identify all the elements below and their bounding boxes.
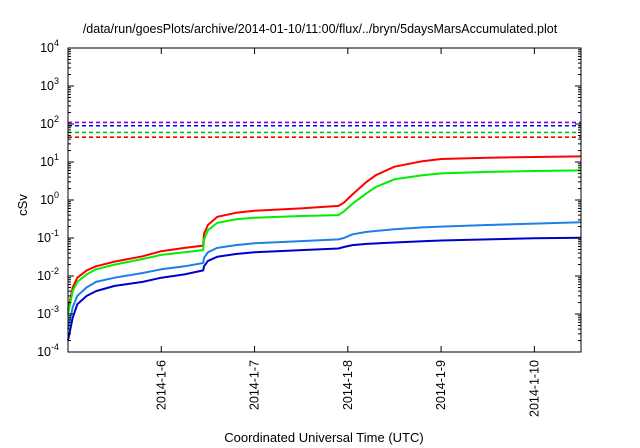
y-tick-label: 10-1 [37,228,59,245]
y-tick-labels: 10-4 10-3 10-2 10-1 100 101 102 103 104 [37,38,59,359]
series-line-1 [67,169,582,315]
chart-title: /data/run/goesPlots/archive/2014-01-10/1… [83,22,558,36]
y-axis-label: cSv [15,194,30,216]
axis-ticks [68,47,581,353]
x-tick-label: 2014-1-9 [434,360,448,410]
x-tick-label: 2014-1-8 [341,360,355,410]
y-tick-label: 10-3 [37,304,59,321]
series-line-3 [67,236,582,341]
series-line-0 [67,155,582,312]
x-axis-label: Coordinated Universal Time (UTC) [224,430,423,445]
x-tick-label: 2014-1-7 [248,360,262,410]
plot-frame [67,47,582,353]
series-lines [67,155,582,341]
reference-lines [68,121,581,138]
y-tick-label: 103 [40,76,59,93]
x-tick-labels: 2014-1-6 2014-1-7 2014-1-8 2014-1-9 2014-1-1… [154,360,541,417]
y-tick-label: 101 [40,152,59,169]
y-tick-label: 10-4 [37,342,59,359]
y-tick-label: 102 [40,114,59,131]
x-tick-label: 2014-1-6 [154,360,168,410]
series-line-2 [67,221,582,330]
y-tick-label: 104 [40,38,59,55]
x-tick-label: 2014-1-10 [527,360,541,417]
y-tick-label: 100 [40,190,59,207]
y-tick-label: 10-2 [37,266,59,283]
